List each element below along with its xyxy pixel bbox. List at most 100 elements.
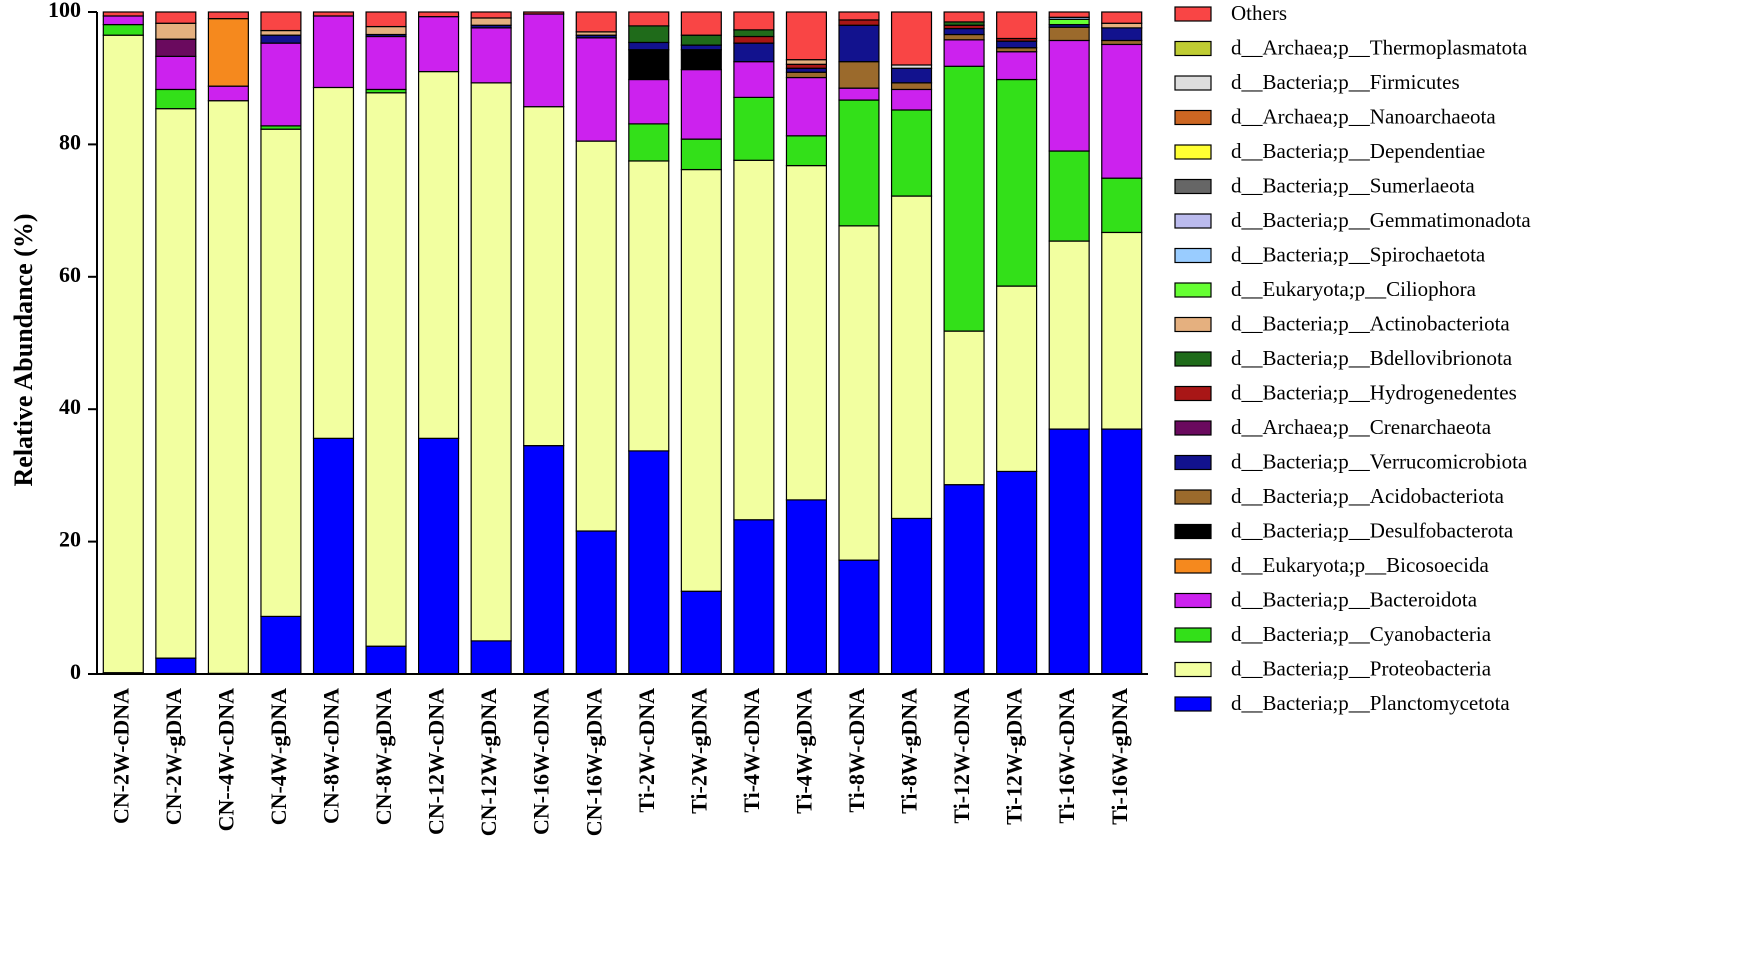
x-tick-label: CN-12W-gDNA bbox=[476, 688, 501, 836]
x-tick-label: Ti-12W-cDNA bbox=[949, 688, 974, 824]
bar-segment bbox=[733, 35, 775, 44]
bar-segment bbox=[365, 92, 407, 647]
legend-label: d__Eukaryota;p__Ciliophora bbox=[1231, 277, 1477, 301]
bar-segment bbox=[838, 225, 880, 561]
legend-label: d__Archaea;p__Crenarchaeota bbox=[1231, 415, 1492, 439]
bar-segment bbox=[890, 82, 933, 91]
bar-segment bbox=[785, 164, 828, 501]
bar-segment bbox=[470, 82, 512, 642]
bar-segment bbox=[418, 70, 460, 439]
legend-label: d__Archaea;p__Nanoarchaeota bbox=[1231, 104, 1496, 128]
bar-segment bbox=[628, 11, 670, 27]
x-tick-label: Ti-16W-gDNA bbox=[1107, 688, 1132, 825]
bar-segment bbox=[943, 330, 985, 486]
bar-segment bbox=[1048, 18, 1090, 26]
bar-segment bbox=[838, 61, 880, 89]
bar-segment bbox=[523, 11, 565, 15]
bar-segment bbox=[733, 519, 775, 675]
bar-segment bbox=[312, 86, 355, 439]
bar-segment bbox=[628, 450, 670, 675]
bar-segment bbox=[418, 437, 460, 675]
bar-segment bbox=[102, 23, 144, 36]
x-tick-label: Ti-4W-cDNA bbox=[739, 688, 764, 813]
x-tick-label: Ti-2W-cDNA bbox=[634, 688, 659, 813]
bar-segment bbox=[943, 11, 985, 23]
bar-segment bbox=[785, 59, 828, 65]
bar-segment bbox=[733, 42, 775, 63]
bar-segment bbox=[680, 168, 722, 592]
legend-label: d__Bacteria;p__Dependentiae bbox=[1231, 139, 1485, 163]
bar-segment bbox=[943, 65, 985, 332]
bar-segment bbox=[1048, 150, 1090, 242]
legend-label: d__Bacteria;p__Bacteroidota bbox=[1231, 587, 1478, 611]
legend: Others d__Archaea;p__Thermoplasmatota d__B… bbox=[1174, 1, 1531, 715]
bar-segment bbox=[523, 445, 565, 675]
bar-segment bbox=[260, 42, 302, 127]
bar-segment bbox=[733, 61, 775, 99]
bar-segment bbox=[890, 195, 933, 520]
legend-swatch bbox=[1174, 489, 1212, 505]
bar-segment bbox=[365, 11, 407, 28]
bar-segment bbox=[102, 34, 144, 674]
bar-segment bbox=[838, 87, 880, 101]
x-tick-label: CN-2W-cDNA bbox=[108, 688, 133, 824]
legend-swatch bbox=[1174, 696, 1212, 712]
bar-segment bbox=[680, 49, 722, 71]
bar-segment bbox=[1101, 177, 1143, 234]
bar-segment bbox=[312, 15, 355, 89]
bar-segment bbox=[575, 140, 617, 532]
bar-segment bbox=[207, 85, 249, 102]
x-tick-label: Ti-8W-gDNA bbox=[897, 688, 922, 814]
bar-segment bbox=[628, 49, 670, 81]
bar-segment bbox=[155, 55, 197, 91]
bar-segment bbox=[575, 530, 617, 675]
legend-label: d__Bacteria;p__Desulfobacterota bbox=[1231, 518, 1514, 542]
bar-segment bbox=[628, 41, 670, 51]
bar-segment bbox=[628, 25, 670, 44]
legend-label: d__Bacteria;p__Actinobacteriota bbox=[1231, 311, 1510, 335]
bar-segment bbox=[523, 13, 565, 108]
legend-swatch bbox=[1174, 523, 1212, 540]
y-tick-label: 40 bbox=[59, 394, 81, 419]
legend-label: d__Eukaryota;p__Bicosoecida bbox=[1231, 553, 1489, 577]
bar-segment bbox=[733, 11, 775, 31]
bar-segment bbox=[1048, 39, 1090, 152]
y-tick-label: 0 bbox=[70, 659, 81, 684]
x-axis: CN-2W-cDNA CN-2W-gDNA CN--4W-cDNA CN-4W-gDN… bbox=[97, 673, 1148, 836]
bar-segment bbox=[1048, 428, 1090, 675]
legend-label: d__Bacteria;p__Spirochaetota bbox=[1231, 242, 1486, 266]
bar-segment bbox=[1101, 27, 1143, 42]
bar-segment bbox=[1101, 428, 1143, 675]
legend-swatch bbox=[1174, 282, 1212, 298]
bar-segment bbox=[207, 11, 249, 20]
bar-segment bbox=[838, 99, 880, 227]
bar-segment bbox=[312, 11, 355, 17]
x-tick-label: CN-8W-gDNA bbox=[371, 688, 396, 825]
legend-swatch bbox=[1174, 178, 1212, 195]
bar-segment bbox=[155, 38, 197, 57]
bar-segment bbox=[365, 35, 407, 91]
bar-segment bbox=[155, 657, 197, 675]
bar-segment bbox=[523, 106, 565, 447]
bar-segment bbox=[943, 33, 985, 41]
legend-swatch bbox=[1174, 558, 1212, 574]
bar-segment bbox=[890, 109, 933, 197]
legend-swatch bbox=[1174, 351, 1212, 367]
legend-swatch bbox=[1174, 661, 1212, 678]
bar-segment bbox=[785, 135, 828, 167]
bar-segment bbox=[838, 559, 880, 675]
bar-segment bbox=[1101, 22, 1143, 29]
y-axis-title: Relative Abundance (%) bbox=[9, 214, 38, 487]
bar-segment bbox=[733, 96, 775, 161]
bar-segment bbox=[996, 285, 1038, 473]
y-axis: 0 20 40 60 80 100 bbox=[48, 0, 98, 684]
bar-segment bbox=[785, 11, 828, 61]
bar-segment bbox=[996, 51, 1038, 81]
x-tick-label: Ti-16W-cDNA bbox=[1054, 688, 1079, 824]
x-tick-label: CN-4W-gDNA bbox=[266, 688, 291, 825]
bar-segment bbox=[680, 590, 722, 675]
x-tick-label: CN--4W-cDNA bbox=[213, 688, 238, 831]
bar-segment bbox=[733, 29, 775, 38]
bar-segment bbox=[628, 78, 670, 125]
